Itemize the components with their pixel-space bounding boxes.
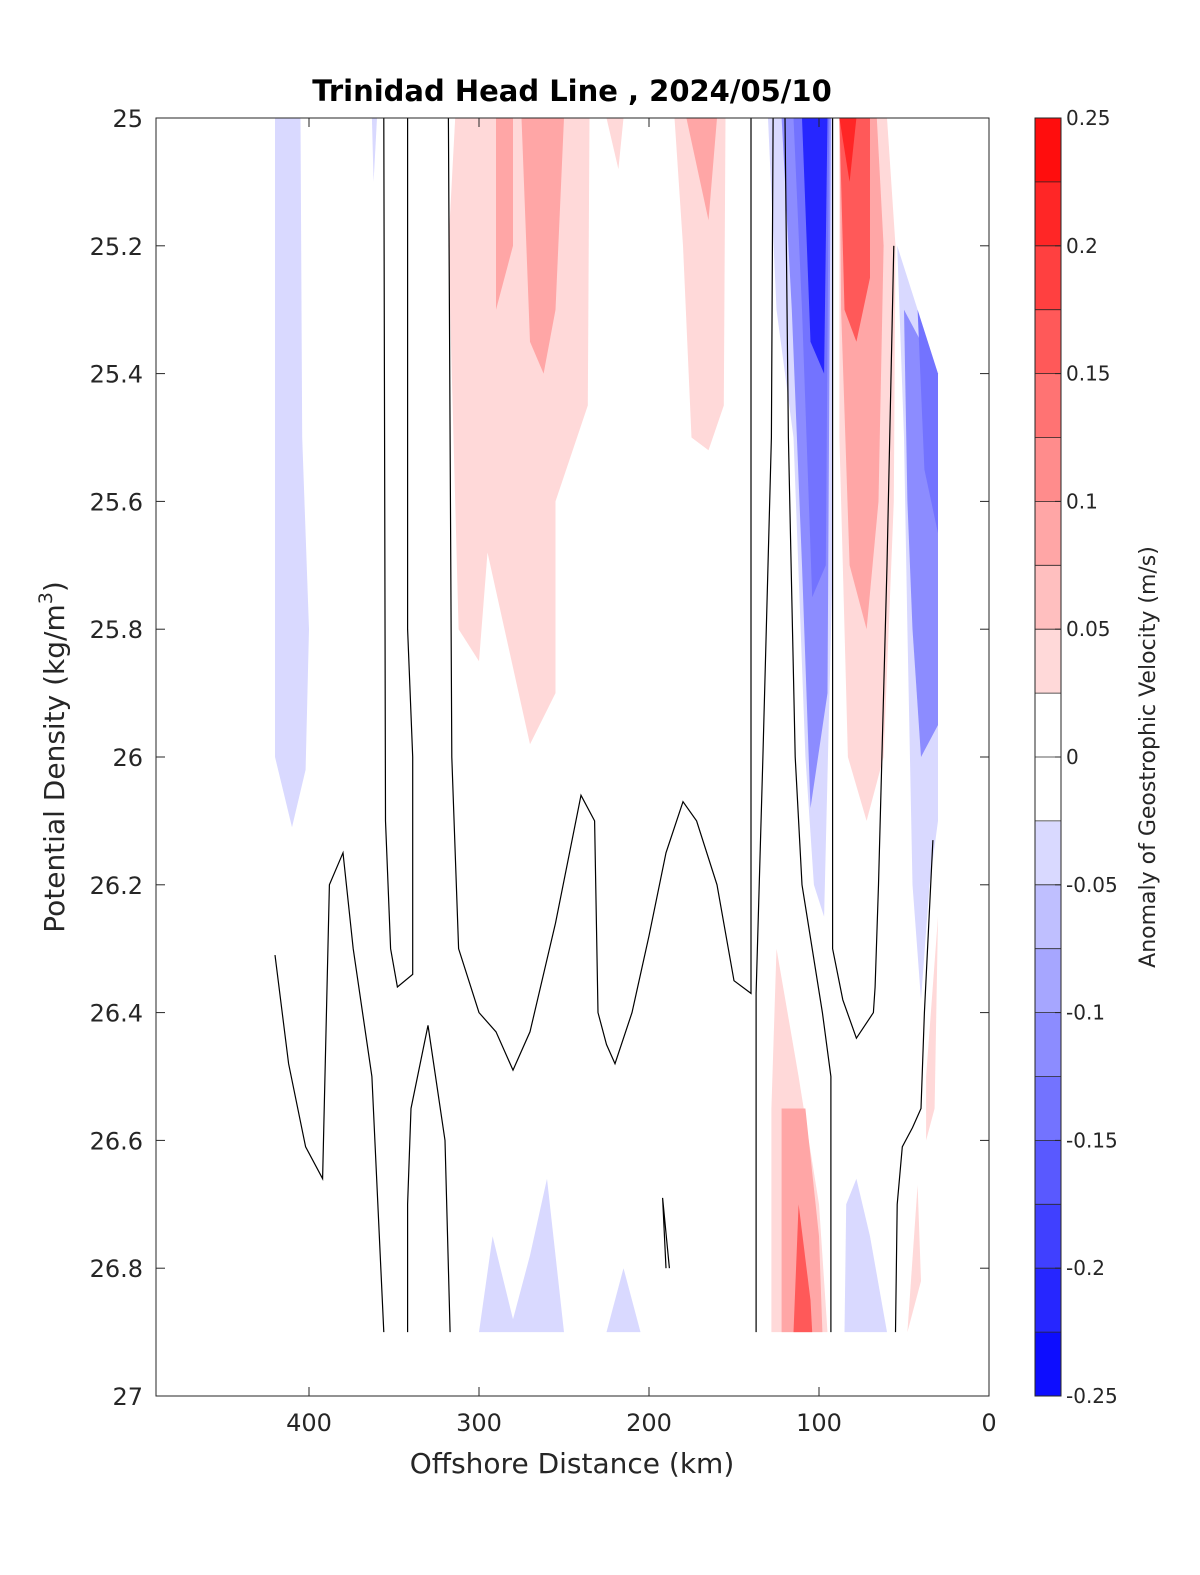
colorbar-tick-label: 0.1 [1066,489,1098,513]
y-axis-ticks: 25 25.2 25.4 25.6 25.8 26 26.2 26.4 26.6 26.8 27 [90,105,989,1411]
y-tick-label: 27 [112,1383,143,1411]
x-axis-label: Offshore Distance (km) [410,1447,735,1480]
positive-anomaly-region [606,118,624,170]
colorbar-swatch [1035,629,1061,694]
colorbar-label: Anomaly of Geostrophic Velocity (m/s) [1136,546,1161,968]
colorbar-swatch [1035,437,1061,502]
positive-anomaly-region [781,1108,823,1333]
y-tick-label: 25.6 [90,488,143,516]
colorbar-swatch [1035,757,1061,822]
colorbar-swatch [1035,565,1061,630]
colorbar-tick-label: 0 [1066,745,1079,769]
y-axis-label: Potential Density (kg/m3) [35,581,71,933]
x-tick-label: 300 [456,1409,502,1437]
colorbar-swatch [1035,948,1061,1014]
colorbar-swatches [1035,118,1061,1397]
zero-contour-line [784,118,832,1333]
colorbar-swatch [1035,373,1061,438]
negative-anomaly-region [606,1268,641,1333]
positive-anomaly-region [521,118,564,374]
y-axis-label-close: ) [38,581,71,592]
y-tick-label: 25.4 [90,361,143,389]
colorbar-tick-label: -0.15 [1066,1128,1118,1152]
zero-contour-line [407,1025,451,1333]
colorbar-tick-label: -0.2 [1066,1256,1105,1280]
colorbar-swatch [1035,1076,1061,1141]
colorbar-swatch [1035,884,1061,950]
colorbar-tick-label: -0.25 [1066,1384,1118,1408]
y-tick-label: 26.2 [90,872,143,900]
colorbar-tick-label: 0.2 [1066,234,1098,258]
y-axis-label-main: Potential Density (kg/m [38,604,71,933]
zero-contour-layer [274,118,934,1333]
colorbar: 0.25 0.2 0.15 0.1 0.05 0 -0.05 -0.1 -0.15 -0.2 -0.… [1034,106,1118,1408]
colorbar-swatch [1035,245,1061,311]
colorbar-swatch [1035,693,1061,758]
positive-anomaly-region [686,118,717,221]
zero-contour-line [447,118,752,1072]
plot-area: 400 300 200 100 0 25 25.2 25.4 25.6 25.8 26 26.2 26… [90,105,997,1437]
colorbar-tick-label: 0.05 [1066,617,1111,641]
x-axis-ticks: 400 300 200 100 0 [286,118,997,1437]
colorbar-swatch [1035,1332,1061,1397]
y-tick-label: 25.2 [90,233,143,261]
zero-contour-line [894,840,934,1333]
negative-anomaly-region [917,309,938,534]
colorbar-tick-label: 0.25 [1066,106,1111,130]
positive-anomaly-region [839,118,870,342]
colorbar-swatch [1035,1140,1061,1205]
negative-anomaly-region [844,1178,887,1333]
zero-contour-line [831,118,895,1040]
negative-anomaly-region [802,118,828,374]
y-tick-label: 26.4 [90,1000,143,1028]
y-tick-label: 25 [112,105,143,133]
colorbar-ticks: 0.25 0.2 0.15 0.1 0.05 0 -0.05 -0.1 -0.15 -0.2 -0.… [1055,106,1118,1408]
x-tick-label: 100 [796,1409,842,1437]
anomaly-fill-layer [275,118,938,1333]
colorbar-swatch [1035,1268,1061,1333]
colorbar-swatch [1035,181,1061,247]
y-axis-label-superscript: 3 [35,592,57,604]
positive-anomaly-region [793,1204,813,1333]
colorbar-tick-label: -0.1 [1066,1001,1105,1025]
positive-anomaly-region [839,118,857,182]
zero-contour-line [755,118,774,1333]
zero-contour-line [662,1197,670,1269]
x-tick-label: 200 [626,1409,672,1437]
y-tick-label: 25.8 [90,616,143,644]
positive-anomaly-region [496,118,513,310]
colorbar-tick-label: -0.05 [1066,873,1118,897]
zero-contour-line [274,850,385,1333]
negative-anomaly-region [275,118,309,828]
positive-anomaly-region [674,118,726,451]
x-tick-label: 400 [286,1409,332,1437]
positive-anomaly-region [907,1185,921,1333]
colorbar-swatch [1035,118,1061,183]
negative-anomaly-region [371,118,377,182]
colorbar-tick-label: 0.15 [1066,362,1111,386]
colorbar-swatch [1035,501,1061,566]
x-tick-label: 0 [981,1409,996,1437]
zero-contour-line [383,118,414,989]
colorbar-swatch [1035,309,1061,375]
colorbar-swatch [1035,1012,1061,1077]
y-tick-label: 26.6 [90,1127,143,1155]
colorbar-swatch [1035,820,1061,886]
chart-title: Trinidad Head Line , 2024/05/10 [312,74,832,108]
negative-anomaly-region [479,1178,564,1333]
positive-anomaly-region [926,916,938,1141]
y-tick-label: 26.8 [90,1255,143,1283]
y-tick-label: 26 [112,744,143,772]
colorbar-swatch [1035,1204,1061,1269]
